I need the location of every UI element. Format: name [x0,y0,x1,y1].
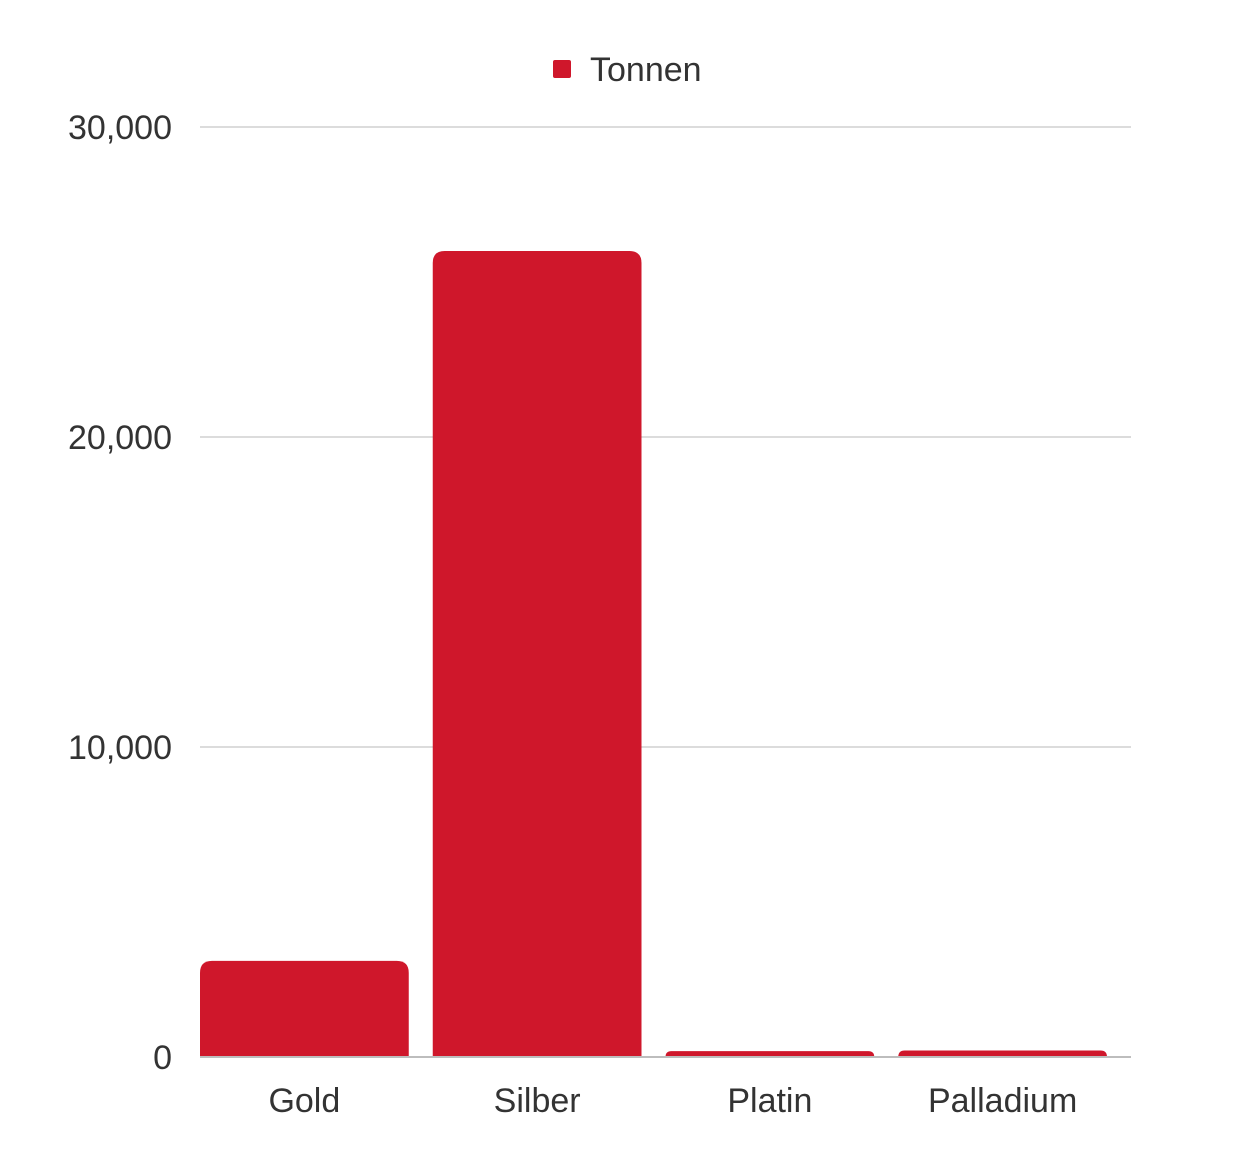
bar-gold[interactable] [200,960,409,1057]
y-tick-label: 20,000 [68,419,172,457]
y-tick-label: 10,000 [68,729,172,767]
x-tick-label: Silber [494,1082,581,1120]
bar-platin[interactable] [665,1051,875,1057]
legend-label: Tonnen [590,51,702,89]
x-axis-ticks: Gold Silber Platin Palladium [268,1082,1077,1120]
gridlines [200,126,1131,748]
bars [200,251,1107,1057]
x-tick-label: Palladium [928,1082,1077,1120]
y-axis-ticks: 0 10,000 20,000 30,000 [68,109,172,1077]
x-tick-label: Gold [268,1082,340,1120]
bar-palladium[interactable] [898,1050,1107,1057]
x-tick-label: Platin [727,1082,812,1120]
y-tick-label: 0 [153,1039,172,1077]
legend-swatch [553,60,571,78]
bar-silber[interactable] [432,251,642,1057]
legend[interactable]: Tonnen [553,51,702,89]
y-tick-label: 30,000 [68,109,172,147]
